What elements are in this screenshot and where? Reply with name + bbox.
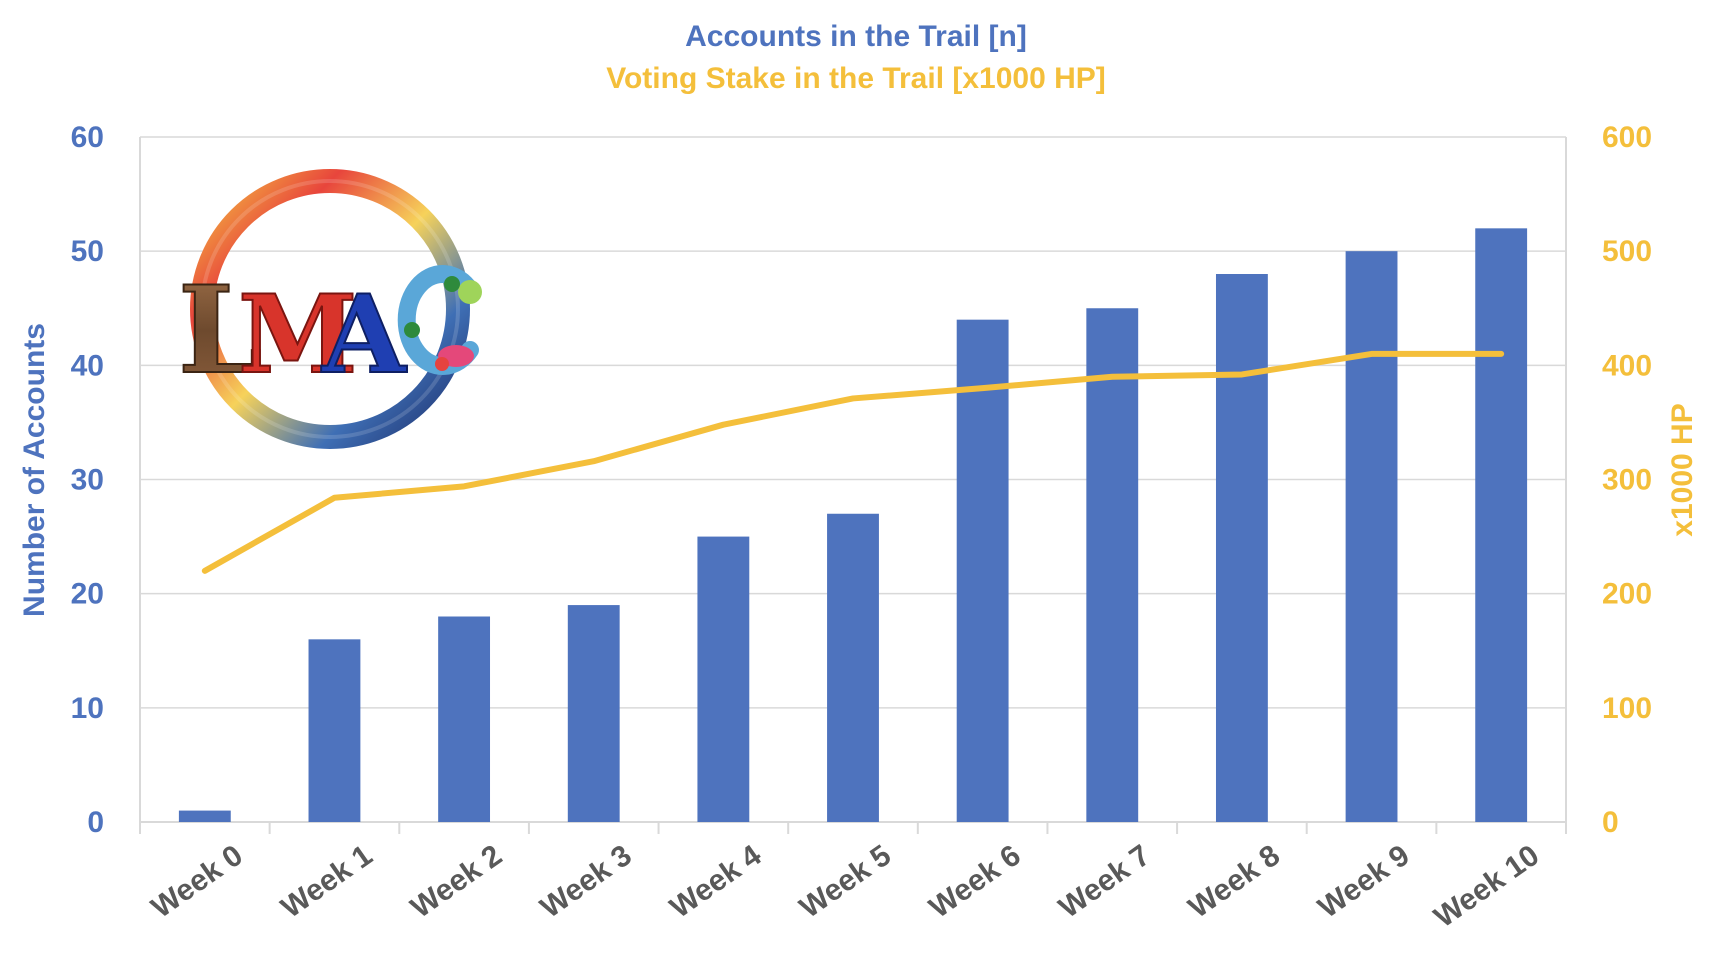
y-right-tick-label: 400 — [1602, 349, 1652, 382]
bar — [1215, 274, 1268, 822]
chart-subtitle: Voting Stake in the Trail [x1000 HP] — [606, 62, 1106, 95]
svg-text:M: M — [238, 272, 358, 398]
left-axis-ticks: 0 10 20 30 40 50 60 — [71, 121, 104, 839]
y-tick-label: 10 — [71, 692, 104, 725]
y-axis-label: Number of Accounts — [18, 323, 51, 617]
x-tick-label: Week 9 — [1312, 839, 1415, 925]
x-tick-label: Week 10 — [1428, 839, 1545, 935]
y-tick-label: 20 — [71, 578, 104, 611]
y-tick-label: 30 — [71, 464, 104, 497]
x-tick-label: Week 1 — [275, 839, 378, 925]
y-right-tick-label: 200 — [1602, 578, 1652, 611]
x-tick-label: Week 5 — [794, 839, 897, 925]
right-axis-ticks: 0 100 200 300 400 500 600 — [1602, 121, 1652, 839]
bar — [308, 639, 361, 822]
bar — [1345, 251, 1398, 822]
bar-series — [178, 228, 1528, 823]
bar — [1475, 228, 1528, 823]
y-tick-label: 40 — [71, 349, 104, 382]
x-tick-label: Week 2 — [405, 839, 508, 925]
y-axis-right-label: x1000 HP — [1666, 403, 1699, 536]
lmac-logo: L M A — [177, 169, 482, 449]
y-tick-label: 50 — [71, 235, 104, 268]
bar — [567, 605, 620, 822]
bar — [827, 513, 879, 822]
y-right-tick-label: 500 — [1602, 235, 1652, 268]
x-axis-ticks: Week 0 Week 1 Week 2 Week 3 Week 4 Week 5 Week… — [146, 839, 1546, 935]
bar — [438, 616, 491, 822]
y-right-tick-label: 300 — [1602, 464, 1652, 497]
y-right-tick-label: 0 — [1602, 806, 1619, 839]
x-tick-label: Week 0 — [146, 839, 249, 925]
bar — [1086, 308, 1139, 822]
chart-title: Accounts in the Trail [n] — [685, 20, 1027, 53]
bar — [178, 810, 231, 822]
x-tick-label: Week 7 — [1053, 839, 1156, 925]
bar — [956, 319, 1009, 822]
y-right-tick-label: 100 — [1602, 692, 1652, 725]
x-tick-label: Week 6 — [923, 839, 1026, 925]
line-series — [201, 350, 1505, 574]
x-tick-label: Week 3 — [535, 839, 638, 925]
y-tick-label: 60 — [71, 121, 104, 154]
svg-text:L: L — [178, 260, 262, 401]
svg-text:A: A — [321, 272, 408, 398]
y-right-tick-label: 600 — [1602, 121, 1652, 154]
bar — [697, 536, 750, 822]
x-tick-label: Week 4 — [664, 839, 767, 925]
x-tick-label: Week 8 — [1183, 839, 1286, 925]
y-tick-label: 0 — [87, 806, 104, 839]
